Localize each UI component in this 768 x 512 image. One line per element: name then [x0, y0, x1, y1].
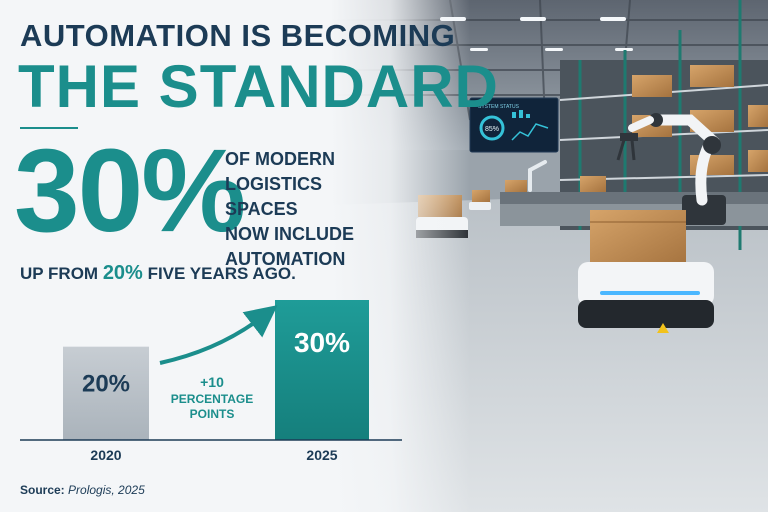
- source-label: Source:: [20, 483, 65, 497]
- bar-value-label: 30%: [294, 327, 350, 358]
- subline-highlight: 20%: [102, 262, 143, 284]
- headline-line-2: THE STANDARD: [18, 53, 499, 120]
- bar-2025: [275, 300, 369, 440]
- bar-chart: 20% 2020 30% 2025 +10 PERCENTAGE POINTS: [20, 300, 402, 463]
- headline-line-1: AUTOMATION IS BECOMING: [20, 18, 456, 53]
- caption-line: AUTOMATION: [225, 249, 346, 269]
- growth-arrow-icon: [159, 305, 278, 365]
- big-stat-value: 30%: [14, 125, 246, 257]
- bar-value-label: 20%: [82, 371, 130, 398]
- screen-gauge-value: 85%: [485, 126, 499, 133]
- subline-suffix: FIVE YEARS AGO.: [142, 264, 296, 283]
- caption-line: OF MODERN: [225, 149, 335, 169]
- caption-line: LOGISTICS SPACES: [225, 174, 323, 219]
- subline-prefix: UP FROM: [20, 264, 103, 283]
- big-stat-caption: OF MODERN LOGISTICS SPACES NOW INCLUDE A…: [225, 147, 395, 272]
- source-note: Source: Prologis, 2025: [20, 483, 145, 497]
- change-label-line: PERCENTAGE: [171, 392, 253, 406]
- headline-divider: [20, 127, 78, 129]
- change-value: +10: [200, 374, 224, 390]
- change-label-line: POINTS: [190, 407, 235, 421]
- source-value: Prologis, 2025: [68, 483, 145, 497]
- category-label: 2025: [306, 447, 337, 463]
- caption-line: NOW INCLUDE: [225, 224, 354, 244]
- comparison-subline: UP FROM 20% FIVE YEARS AGO.: [20, 262, 296, 285]
- category-label: 2020: [90, 447, 121, 463]
- bar-2020: [63, 346, 149, 440]
